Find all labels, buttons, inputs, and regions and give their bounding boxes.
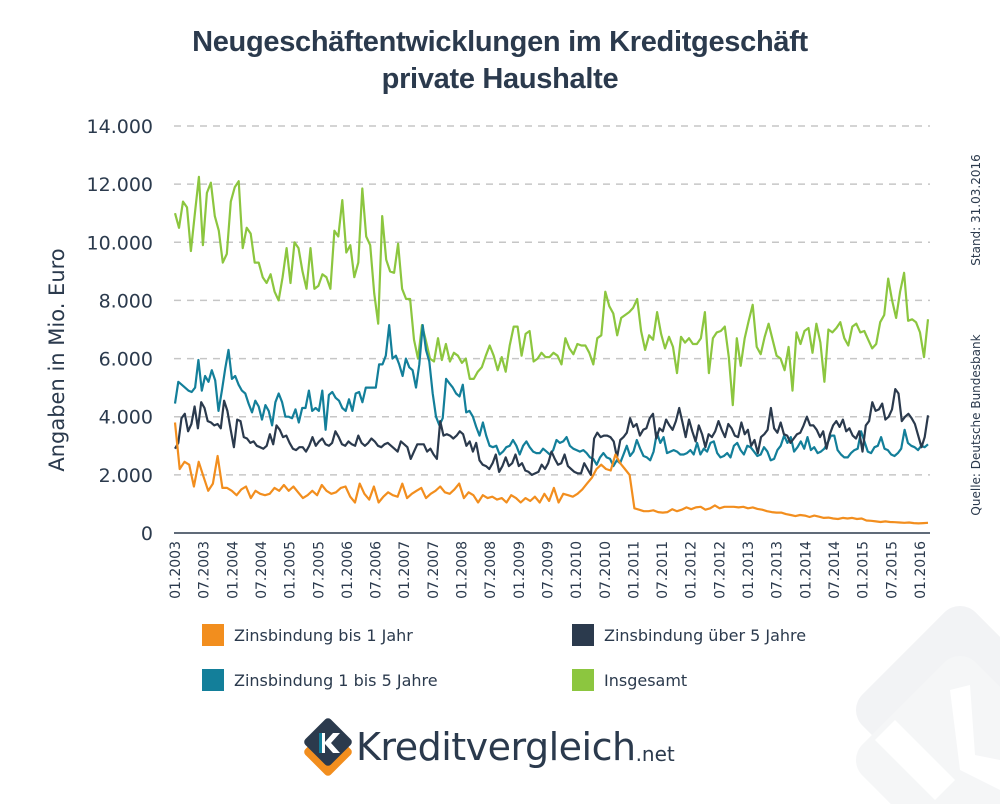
x-tick-label: 07.2014 (827, 541, 843, 599)
series-line-insgesamt (173, 175, 930, 407)
x-tick-label: 07.2007 (426, 541, 442, 599)
x-tick-label: 01.2003 (168, 541, 184, 599)
chart-title-line2: private Haushalte (381, 63, 619, 95)
legend-label: Insgesamt (604, 670, 688, 690)
x-tick-label: 07.2015 (884, 541, 900, 599)
source-note: Quelle: Deutsche Bundesbank (969, 334, 983, 515)
series-line-zinsbindung-bis-1-jahr (173, 422, 929, 525)
legend-label: Zinsbindung über 5 Jahre (604, 625, 807, 645)
y-tick-label: 0 (141, 523, 153, 545)
x-tick-label: 07.2003 (197, 541, 213, 599)
stand-date-note: Stand: 31.03.2016 (969, 154, 983, 265)
x-tick-label: 07.2013 (770, 541, 786, 599)
kreditvergleich-logo[interactable]: Kreditvergleich .net (300, 716, 675, 778)
legend-item-insgesamt: Insgesamt (572, 669, 687, 691)
legend-swatch-orange (202, 624, 224, 646)
x-tick-label: 07.2009 (540, 541, 556, 599)
legend-item-1-bis-5-jahre: Zinsbindung 1 bis 5 Jahre (202, 669, 438, 691)
x-axis-ticks: 01.2003 07.2003 01.2004 07.2004 01.2005 07.20… (168, 541, 929, 599)
chart-title: Neugeschäftentwicklungen im Kreditgeschä… (0, 24, 1000, 98)
series-line-zinsbindung-1-bis-5-jahre (173, 324, 929, 468)
logo-wordmark: Kreditvergleich (356, 725, 636, 769)
x-tick-label: 07.2008 (483, 541, 499, 599)
legend-swatch-teal (202, 669, 224, 691)
x-tick-label: 07.2006 (369, 541, 385, 599)
chart-title-line1: Neugeschäftentwicklungen im Kreditgeschä… (192, 26, 808, 58)
y-tick-label: 8.000 (99, 290, 153, 312)
x-tick-label: 01.2013 (741, 541, 757, 599)
x-tick-label: 01.2016 (913, 541, 929, 599)
y-tick-label: 2.000 (99, 465, 153, 487)
x-tick-label: 07.2010 (598, 541, 614, 599)
y-tick-label: 12.000 (87, 174, 153, 196)
x-tick-label: 01.2012 (684, 541, 700, 599)
kreditvergleich-k-diamond-icon (304, 718, 352, 776)
gridlines (174, 125, 930, 476)
x-tick-label: 01.2014 (798, 541, 814, 599)
series-lines (173, 175, 930, 525)
legend-item-ueber-5-jahre: Zinsbindung über 5 Jahre (572, 624, 806, 646)
x-tick-label: 07.2004 (254, 541, 270, 599)
legend-swatch-navy (572, 624, 594, 646)
y-tick-label: 4.000 (99, 407, 153, 429)
logo-suffix: .net (635, 742, 675, 766)
legend-label: Zinsbindung 1 bis 5 Jahre (234, 670, 438, 690)
y-tick-label: 10.000 (87, 232, 153, 254)
watermark-logo-icon (855, 605, 1000, 804)
y-tick-label: 6.000 (99, 349, 153, 371)
x-tick-label: 01.2015 (856, 541, 872, 599)
x-tick-label: 07.2011 (655, 541, 671, 599)
legend-swatch-green (572, 669, 594, 691)
y-axis-ticks: 0 2.000 4.000 6.000 8.000 10.000 12.000 14.000 (87, 116, 153, 545)
x-tick-label: 01.2010 (569, 541, 585, 599)
x-tick-label: 01.2005 (283, 541, 299, 599)
x-tick-label: 01.2006 (340, 541, 356, 599)
x-tick-label: 07.2012 (712, 541, 728, 599)
x-tick-label: 01.2011 (626, 541, 642, 599)
y-tick-label: 14.000 (87, 116, 153, 138)
series-line-zinsbindung-ber-5-jahre (174, 388, 930, 476)
y-axis-label: Angaben in Mio. Euro (45, 248, 69, 471)
x-tick-label: 01.2008 (455, 541, 471, 599)
x-tick-label: 01.2007 (397, 541, 413, 599)
legend-label: Zinsbindung bis 1 Jahr (234, 625, 413, 645)
x-tick-label: 07.2005 (311, 541, 327, 599)
x-tick-label: 01.2004 (225, 541, 241, 599)
x-tick-label: 01.2009 (512, 541, 528, 599)
legend-item-bis-1-jahr: Zinsbindung bis 1 Jahr (202, 624, 413, 646)
